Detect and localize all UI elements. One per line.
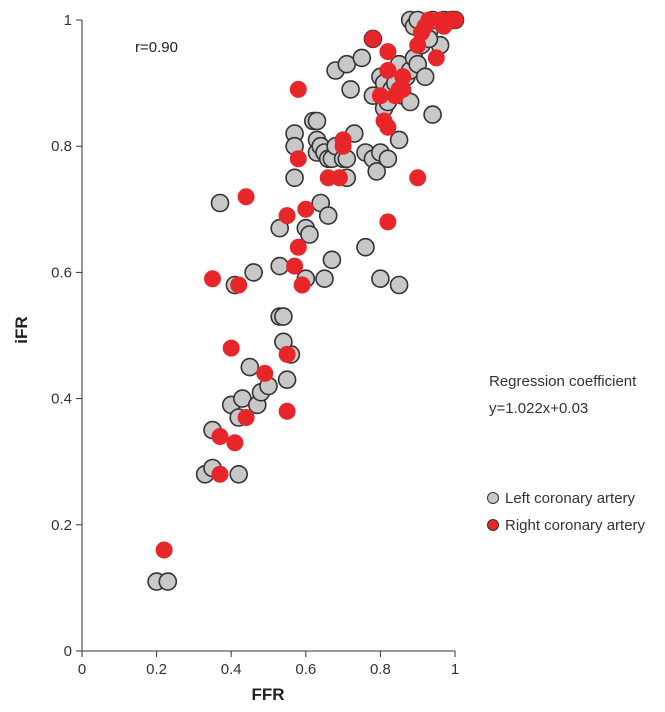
- data-point-right: [278, 402, 296, 420]
- data-point-right: [155, 541, 173, 559]
- data-point-left: [322, 250, 342, 270]
- data-point-left: [318, 206, 338, 225]
- data-point-right: [289, 150, 307, 168]
- x-tick-label: 0.4: [221, 661, 242, 678]
- legend-marker-left: [487, 492, 499, 505]
- data-point-right: [222, 339, 240, 357]
- y-tick-label: 0.4: [51, 391, 72, 408]
- data-point-right: [226, 434, 244, 452]
- x-tick-label: 1: [451, 661, 459, 678]
- data-point-left: [158, 572, 178, 591]
- data-point-left: [389, 130, 409, 150]
- data-point-right: [364, 30, 382, 48]
- data-point-left: [371, 269, 390, 289]
- data-point-right: [211, 428, 229, 445]
- data-point-left: [378, 149, 398, 169]
- regression-equation: y=1.022x+0.03: [489, 400, 589, 417]
- data-point-right: [204, 270, 221, 288]
- data-point-left: [423, 105, 442, 124]
- data-point-left: [244, 263, 263, 282]
- data-point-left: [285, 168, 304, 188]
- data-point-left: [277, 370, 297, 390]
- data-point-right: [278, 345, 296, 363]
- data-point-right: [286, 257, 304, 275]
- y-tick-label: 0: [64, 643, 72, 660]
- data-point-left: [307, 111, 327, 131]
- regression-title: Regression coefficient: [489, 373, 637, 390]
- legend-item-left-coronary-artery: Left coronary artery: [487, 490, 635, 507]
- y-tick-label: 0.8: [51, 138, 72, 155]
- data-point-right: [379, 213, 397, 231]
- data-point-right: [289, 238, 307, 256]
- data-point-left: [367, 162, 387, 181]
- x-tick-label: 0.6: [295, 661, 316, 678]
- data-point-left: [210, 193, 230, 213]
- y-axis-title: iFR: [12, 316, 31, 343]
- data-point-right: [278, 207, 296, 225]
- data-point-left: [415, 67, 435, 87]
- data-point-right: [427, 49, 445, 67]
- r-annotation: r=0.90: [135, 39, 178, 56]
- data-point-right: [446, 11, 464, 29]
- data-point-right: [237, 409, 255, 426]
- data-point-right: [237, 188, 255, 206]
- data-point-right: [293, 276, 311, 294]
- data-point-left: [389, 275, 409, 295]
- data-point-right: [330, 169, 348, 187]
- legend-label-left: Left coronary artery: [505, 490, 636, 507]
- series-right-coronary-artery: [155, 11, 464, 559]
- x-axis-title: FFR: [251, 685, 284, 704]
- data-point-left: [270, 256, 290, 276]
- data-point-right: [379, 62, 397, 79]
- data-point-right: [409, 169, 427, 187]
- data-point-left: [352, 48, 372, 68]
- data-point-right: [297, 200, 315, 218]
- x-tick-label: 0: [78, 661, 86, 678]
- data-point-left: [240, 357, 260, 377]
- legend-marker-right: [487, 519, 499, 532]
- data-point-left: [300, 225, 319, 244]
- axis-ticks: 0 0.2 0.4 0.6 0.8 1 0 0.2 0.4 0.6 0.8 1: [51, 12, 459, 678]
- data-point-right: [379, 118, 397, 136]
- data-point-left: [356, 237, 375, 257]
- data-point-right: [230, 276, 248, 294]
- data-point-left: [341, 80, 360, 99]
- axes: [81, 20, 455, 652]
- data-point-right: [379, 43, 397, 61]
- data-point-right: [211, 465, 229, 483]
- data-point-right: [371, 87, 389, 105]
- x-tick-label: 0.8: [370, 661, 391, 678]
- data-point-right: [394, 80, 412, 98]
- data-point-right: [289, 80, 307, 98]
- y-tick-label: 0.2: [51, 517, 72, 534]
- data-point-left: [274, 307, 293, 326]
- series-left-coronary-artery: [147, 10, 465, 591]
- legend-label-right: Right coronary artery: [505, 517, 646, 534]
- x-tick-label: 0.2: [146, 661, 167, 678]
- data-point-right: [334, 137, 352, 155]
- y-tick-label: 0.6: [51, 264, 72, 281]
- data-point-left: [229, 464, 248, 484]
- y-tick-label: 1: [64, 12, 72, 29]
- legend-item-right-coronary-artery: Right coronary artery: [487, 517, 645, 534]
- data-point-right: [256, 364, 274, 382]
- data-point-left: [315, 269, 334, 289]
